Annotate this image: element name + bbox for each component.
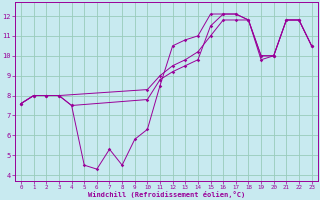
X-axis label: Windchill (Refroidissement éolien,°C): Windchill (Refroidissement éolien,°C) [88,191,245,198]
